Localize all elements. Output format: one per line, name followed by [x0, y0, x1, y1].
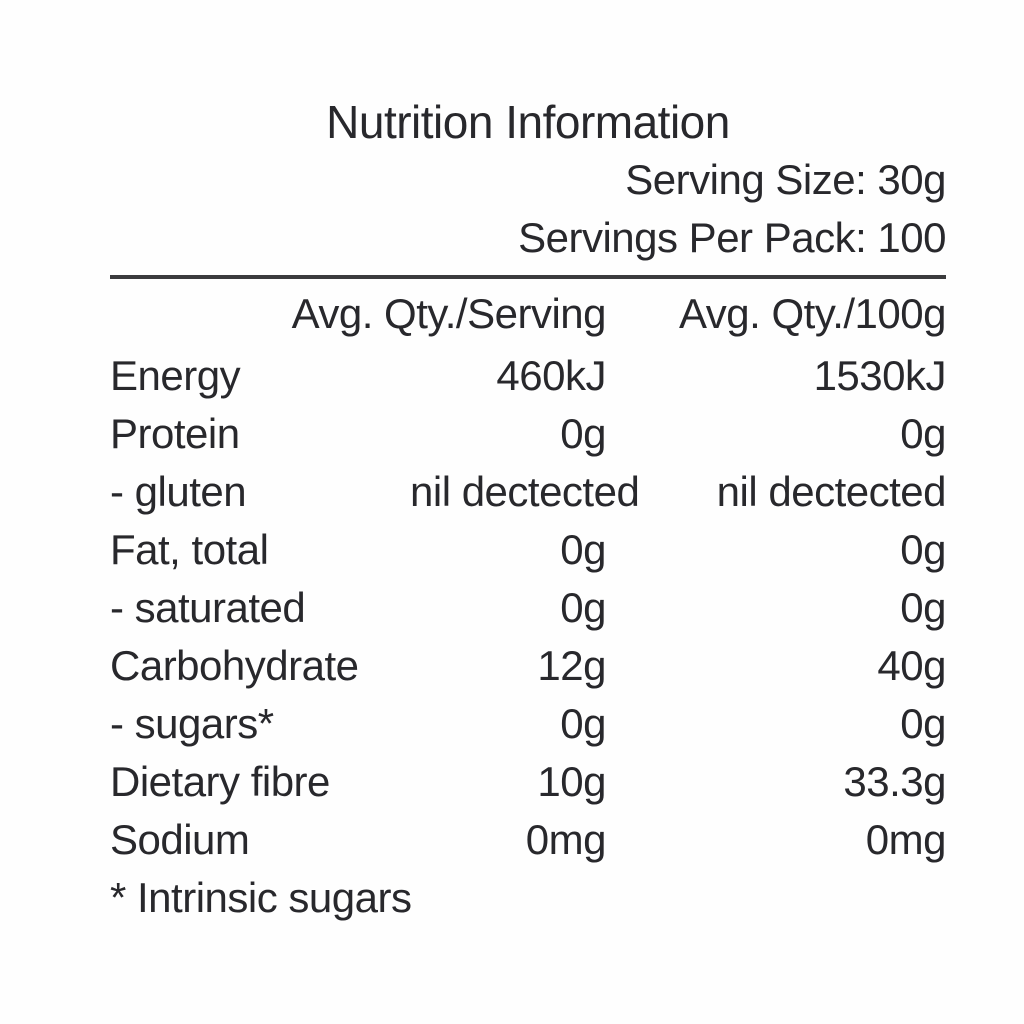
table-row: - saturated 0g 0g — [110, 579, 947, 637]
nutrient-value-per-serving: 0g — [560, 409, 606, 457]
servings-per-pack-line: Servings Per Pack: 100 — [518, 213, 946, 261]
nutrient-name: Dietary fibre — [110, 757, 330, 805]
nutrient-name: - gluten — [110, 467, 247, 515]
nutrient-name: Fat, total — [110, 525, 269, 573]
nutrient-value-per-serving: 10g — [537, 757, 606, 805]
nutrient-value-per-serving: 0mg — [525, 815, 607, 863]
nutrient-value-per-serving: 0g — [560, 583, 606, 631]
nutrient-name: Protein — [110, 409, 240, 457]
nutrient-value-per-100g: 0g — [900, 699, 946, 747]
nutrient-value-per-100g: 0mg — [865, 815, 947, 863]
table-row: Energy 460kJ 1530kJ — [110, 347, 947, 405]
nutrient-rows: Energy 460kJ 1530kJ Protein 0g 0g - glut… — [110, 347, 947, 869]
nutrient-value-per-100g: nil dectected — [716, 467, 947, 515]
nutrient-name: - saturated — [110, 583, 306, 631]
table-row: Dietary fibre 10g 33.3g — [110, 753, 947, 811]
nutrient-value-per-serving: 460kJ — [496, 351, 606, 399]
nutrient-name: Carbohydrate — [110, 641, 359, 689]
column-header-row: Avg. Qty./Serving Avg. Qty./100g — [110, 287, 947, 341]
nutrient-name: - sugars* — [110, 699, 274, 747]
column-header-per-serving: Avg. Qty./Serving — [291, 289, 607, 337]
nutrient-name: Energy — [110, 351, 241, 399]
table-row: Protein 0g 0g — [110, 405, 947, 463]
intrinsic-sugars-footnote: * Intrinsic sugars — [110, 873, 412, 921]
table-row: Carbohydrate 12g 40g — [110, 637, 947, 695]
label-content: Nutrition Information Serving Size: 30g … — [110, 96, 947, 927]
nutrient-value-per-100g: 1530kJ — [813, 351, 947, 399]
column-header-per-100g: Avg. Qty./100g — [679, 289, 946, 337]
nutrient-value-per-100g: 0g — [900, 409, 946, 457]
nutrient-value-per-100g: 40g — [877, 641, 946, 689]
serving-size-line: Serving Size: 30g — [625, 155, 946, 203]
table-row: Sodium 0mg 0mg — [110, 811, 947, 869]
header-divider-rule — [110, 274, 946, 279]
table-row: - gluten nil dectected nil dectected — [110, 463, 947, 521]
nutrient-value-per-serving: 0g — [560, 699, 606, 747]
nutrient-value-per-serving: 0g — [560, 525, 606, 573]
nutrient-value-per-100g: 0g — [900, 583, 946, 631]
nutrient-name: Sodium — [110, 815, 250, 863]
nutrient-value-per-100g: 0g — [900, 525, 946, 573]
table-row: Fat, total 0g 0g — [110, 521, 947, 579]
nutrient-value-per-serving: 12g — [537, 641, 606, 689]
table-row: - sugars* 0g 0g — [110, 695, 947, 753]
nutrient-value-per-100g: 33.3g — [843, 757, 946, 805]
page-title: Nutrition Information — [326, 96, 730, 148]
nutrient-value-per-serving: nil dectected — [410, 467, 640, 515]
